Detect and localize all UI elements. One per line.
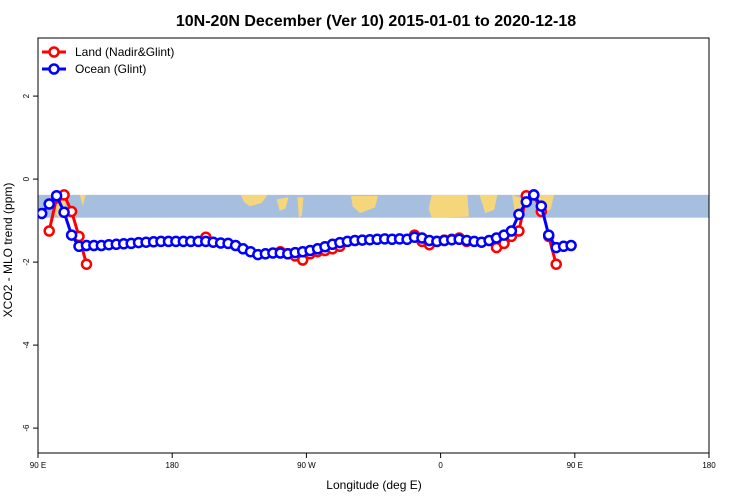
y-axis: 2 0 -2 -4 -6 <box>22 93 38 432</box>
data-point <box>528 189 540 201</box>
map-land-2 <box>240 194 268 207</box>
data-point <box>542 229 555 241</box>
legend-item-ocean: Ocean (Glint) <box>42 62 146 76</box>
x-axis: 90 E 180 90 W 0 90 E 180 <box>30 453 716 470</box>
data-point <box>513 208 525 221</box>
data-point <box>80 258 93 270</box>
y-tick-label: -2 <box>22 258 31 266</box>
x-tick-label: 180 <box>166 461 180 470</box>
data-point <box>43 225 55 237</box>
y-tick-label: 2 <box>22 93 31 98</box>
x-tick-label: 0 <box>438 461 443 470</box>
data-point <box>38 207 48 220</box>
data-point <box>565 239 577 252</box>
map-land-3 <box>276 197 289 211</box>
map-strip <box>38 194 709 218</box>
x-tick-label: 90 E <box>30 461 46 470</box>
x-tick-label: 90 W <box>297 461 316 470</box>
data-point <box>43 198 55 210</box>
data-point <box>550 258 562 270</box>
y-axis-label: XCO2 - MLO trend (ppm) <box>1 183 15 318</box>
y-tick-label: 0 <box>22 176 31 181</box>
legend: Land (Nadir&Glint) Ocean (Glint) <box>42 45 174 76</box>
map-land-4 <box>297 197 304 218</box>
map-land-5 <box>351 196 378 214</box>
legend-marker-land <box>48 46 60 58</box>
plot-frame <box>37 37 710 454</box>
chart-title: 10N-20N December (Ver 10) 2015-01-01 to … <box>176 13 576 30</box>
map-land-7 <box>479 194 498 214</box>
x-tick-label: 90 E <box>567 461 583 470</box>
y-tick-label: -6 <box>22 424 31 432</box>
data-point <box>65 229 78 241</box>
y-tick-label: -4 <box>22 341 31 349</box>
data-point <box>50 189 63 202</box>
legend-label-land: Land (Nadir&Glint) <box>75 45 174 59</box>
legend-marker-ocean <box>48 63 60 75</box>
data-point <box>58 206 70 219</box>
map-land-1 <box>79 194 86 207</box>
x-tick-label: 180 <box>702 461 716 470</box>
series-layer <box>38 189 577 270</box>
series-1 <box>38 189 577 261</box>
data-point <box>520 196 533 208</box>
x-axis-label: Longitude (deg E) <box>326 478 421 492</box>
legend-label-ocean: Ocean (Glint) <box>75 62 146 76</box>
legend-item-land: Land (Nadir&Glint) <box>42 45 174 59</box>
map-land-6 <box>428 194 469 218</box>
data-point <box>535 200 548 212</box>
data-point <box>505 225 518 237</box>
